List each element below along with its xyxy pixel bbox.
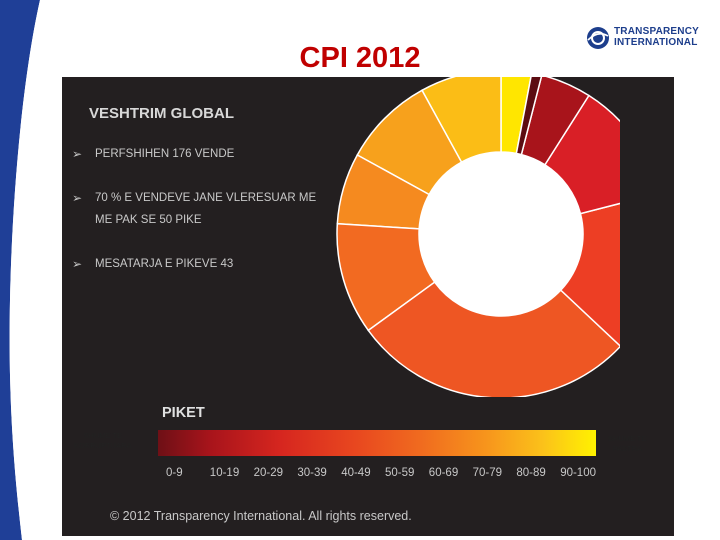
panel-heading: VESHTRIM GLOBAL <box>89 105 234 122</box>
legend-right-label: SHUME TE PASTRA <box>608 434 647 453</box>
bullet-text: MESATARJA E PIKEVE 43 <box>95 258 234 270</box>
bullet-list: ➢ PERFSHIHEN 176 VENDE ➢ 70 % E VENDEVE … <box>72 143 332 297</box>
transparency-international-logo: TRANSPARENCY INTERNATIONAL <box>586 24 710 52</box>
cpi-panel: VESHTRIM GLOBAL ➢ PERFSHIHEN 176 VENDE ➢… <box>62 77 674 536</box>
bullet-item: ➢ MESATARJA E PIKEVE 43 <box>72 253 332 275</box>
scale-label-70-79: 70-79 <box>472 467 503 479</box>
donut-hole <box>419 152 583 316</box>
bullet-item: ➢ 70 % E VENDEVE JANE VLERESUAR ME ME PA… <box>72 187 332 231</box>
arrow-bullet-icon: ➢ <box>72 257 83 271</box>
page-title: CPI 2012 <box>299 42 421 74</box>
legend-left-label: SHUME TE KORRUPTUARA <box>74 431 132 450</box>
copyright-text: © 2012 Transparency International. All r… <box>110 509 412 523</box>
arrow-bullet-icon: ➢ <box>72 147 83 161</box>
scale-label-50-59: 50-59 <box>385 467 415 479</box>
globe-icon <box>587 27 609 49</box>
scale-label-20-29: 20-29 <box>253 467 284 479</box>
scale-label-10-19: 10-19 <box>209 467 240 479</box>
scale-label-40-49: 40-49 <box>341 467 371 479</box>
scale-label-80-89: 80-89 <box>516 467 546 479</box>
bullet-item: ➢ PERFSHIHEN 176 VENDE <box>72 143 332 165</box>
scale-label-30-39: 30-39 <box>297 467 327 479</box>
scale-label-90-100: 90-100 <box>560 467 596 479</box>
scale-label-0-9: 0-9 <box>166 467 183 479</box>
logo-line-1: TRANSPARENCY <box>614 26 699 37</box>
bullet-text: PERFSHIHEN 176 VENDE <box>95 148 235 160</box>
legend-title: PIKET <box>162 405 205 421</box>
bullet-text: 70 % E VENDEVE JANE VLERESUAR ME ME PAK … <box>95 192 317 226</box>
arrow-bullet-icon: ➢ <box>72 191 83 205</box>
side-swoosh-decoration <box>0 0 52 540</box>
score-gradient-bar <box>158 430 596 456</box>
scale-label-60-69: 60-69 <box>428 467 459 479</box>
donut-chart <box>336 77 620 397</box>
logo-line-2: INTERNATIONAL <box>614 37 698 48</box>
